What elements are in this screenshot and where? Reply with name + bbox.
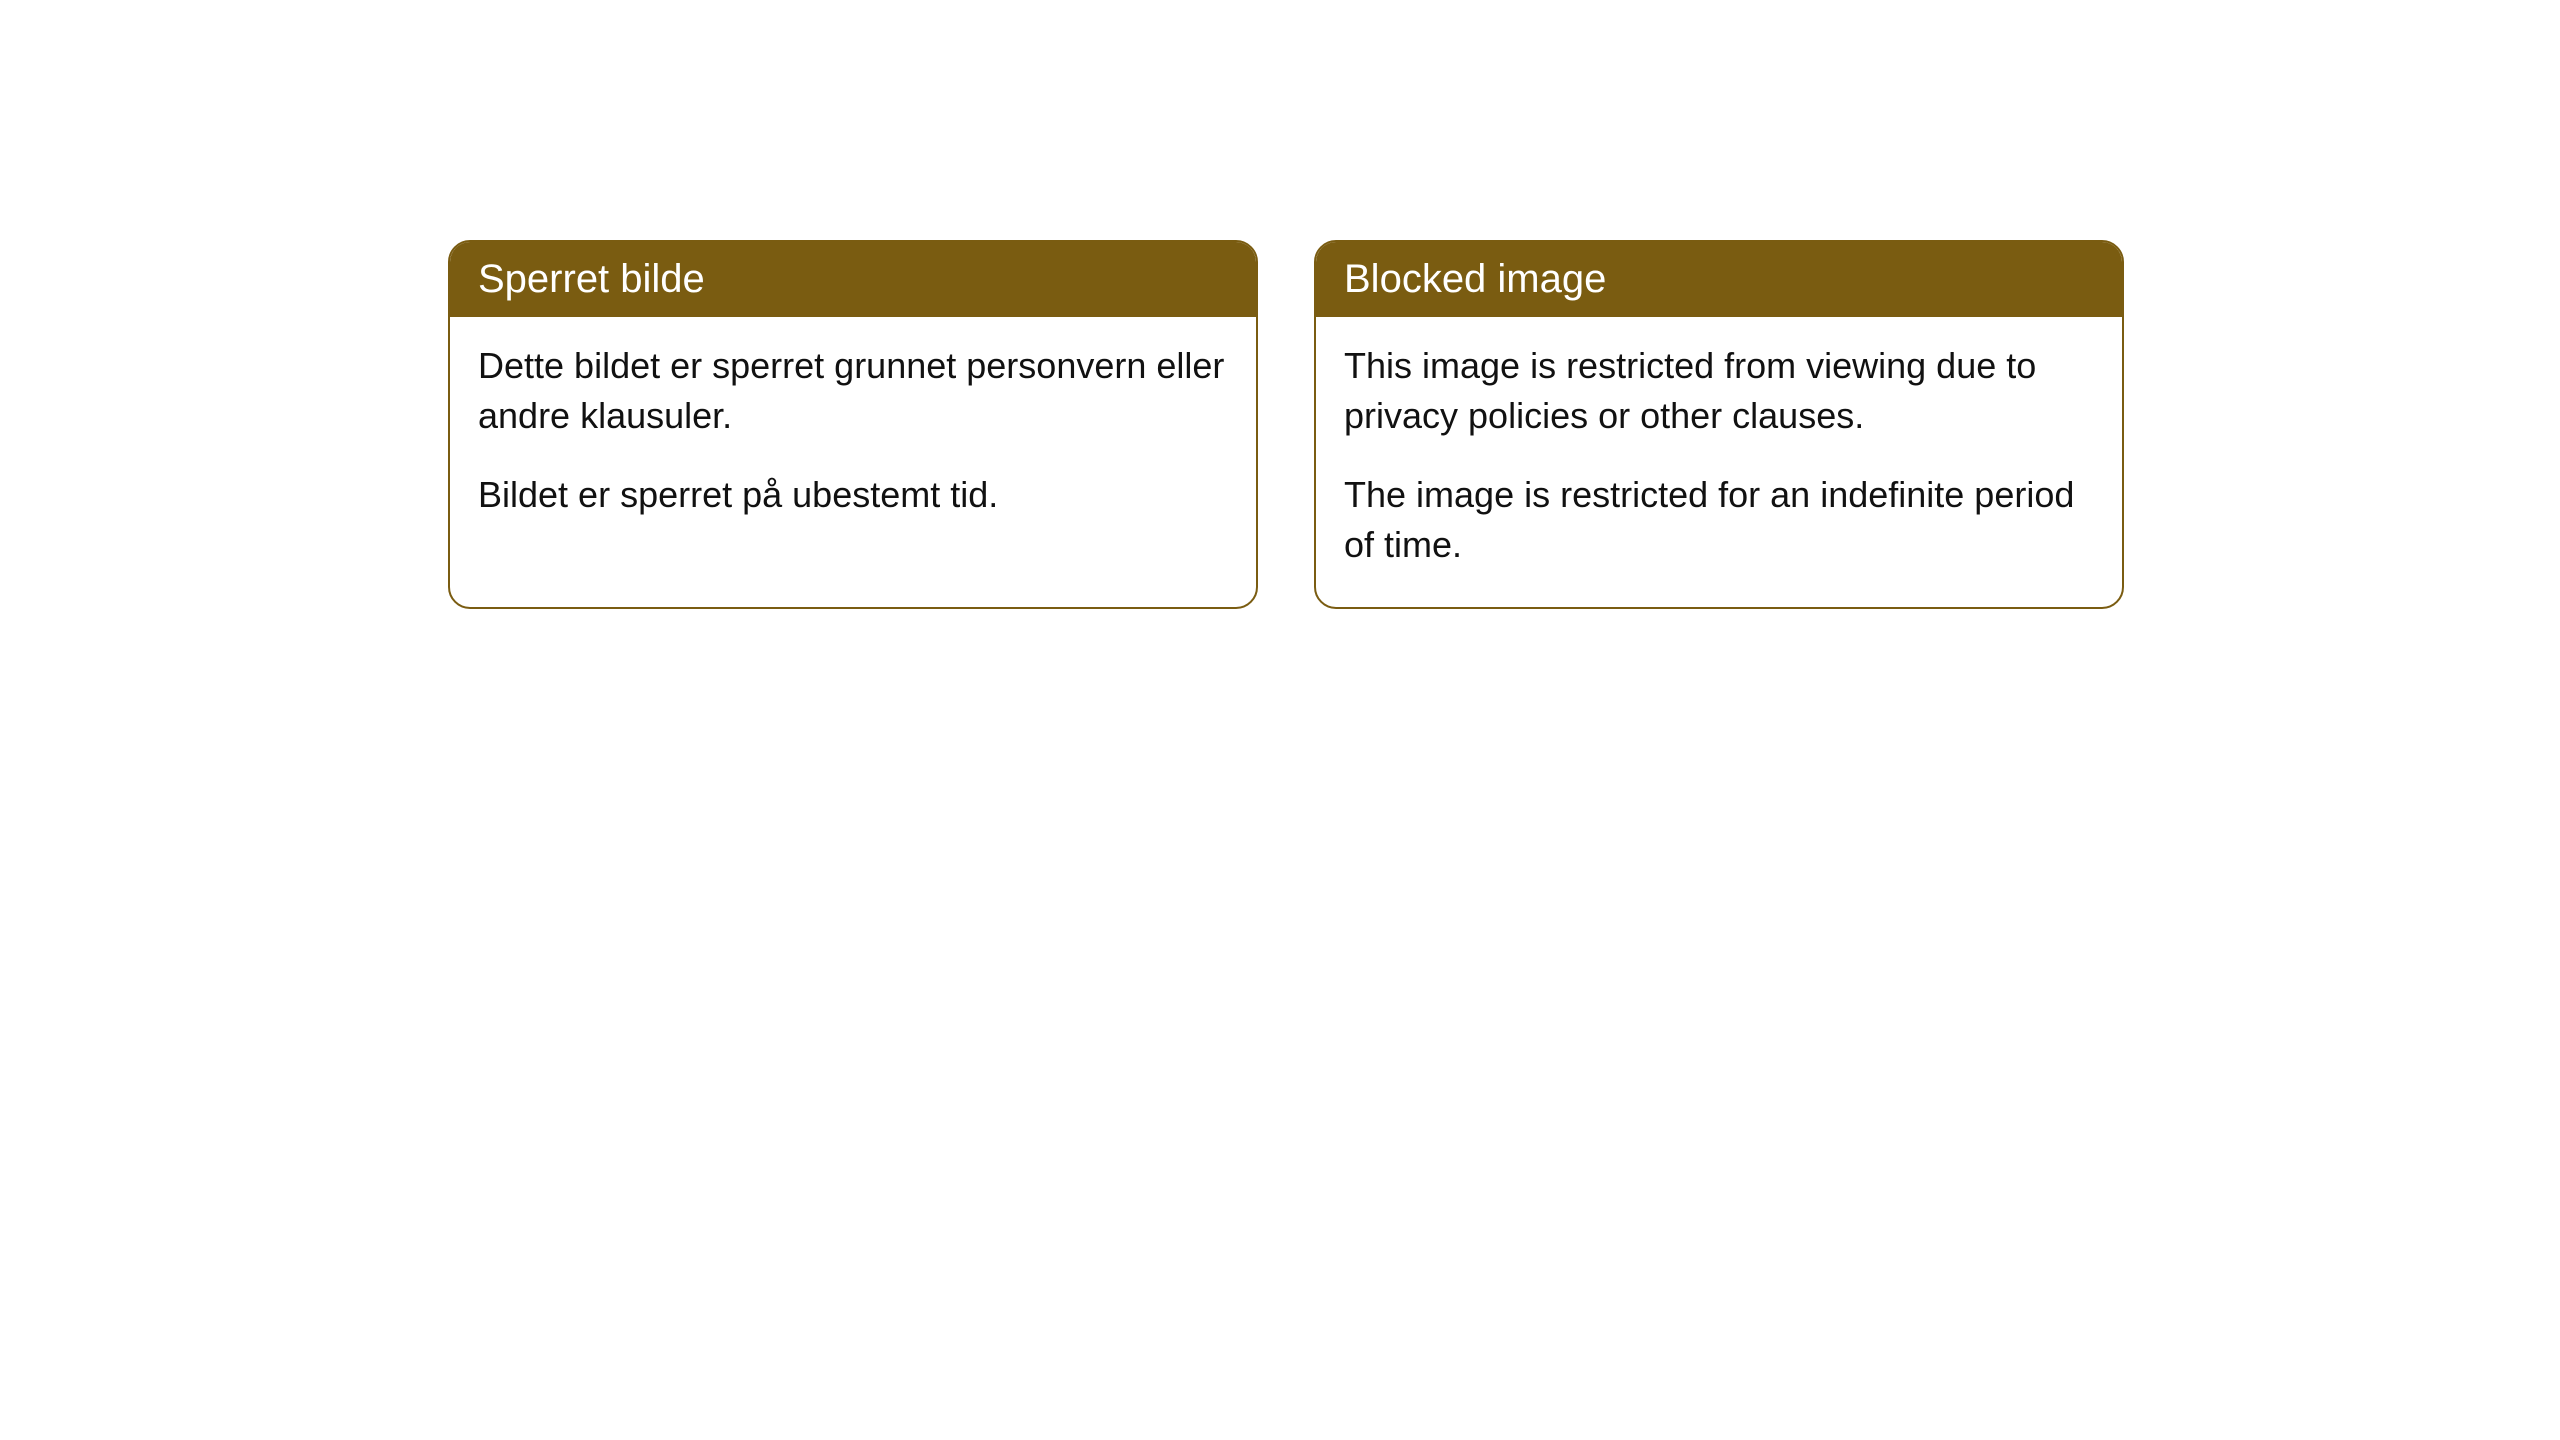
card-title: Blocked image [1344,257,1606,301]
card-header: Blocked image [1316,242,2122,317]
card-paragraph: This image is restricted from viewing du… [1344,341,2094,442]
card-body: This image is restricted from viewing du… [1316,317,2122,607]
card-paragraph: The image is restricted for an indefinit… [1344,470,2094,571]
notice-card-norwegian: Sperret bilde Dette bildet er sperret gr… [448,240,1258,609]
notice-card-english: Blocked image This image is restricted f… [1314,240,2124,609]
card-title: Sperret bilde [478,257,705,301]
card-body: Dette bildet er sperret grunnet personve… [450,317,1256,556]
card-header: Sperret bilde [450,242,1256,317]
card-paragraph: Bildet er sperret på ubestemt tid. [478,470,1228,520]
notice-container: Sperret bilde Dette bildet er sperret gr… [448,240,2124,609]
card-paragraph: Dette bildet er sperret grunnet personve… [478,341,1228,442]
